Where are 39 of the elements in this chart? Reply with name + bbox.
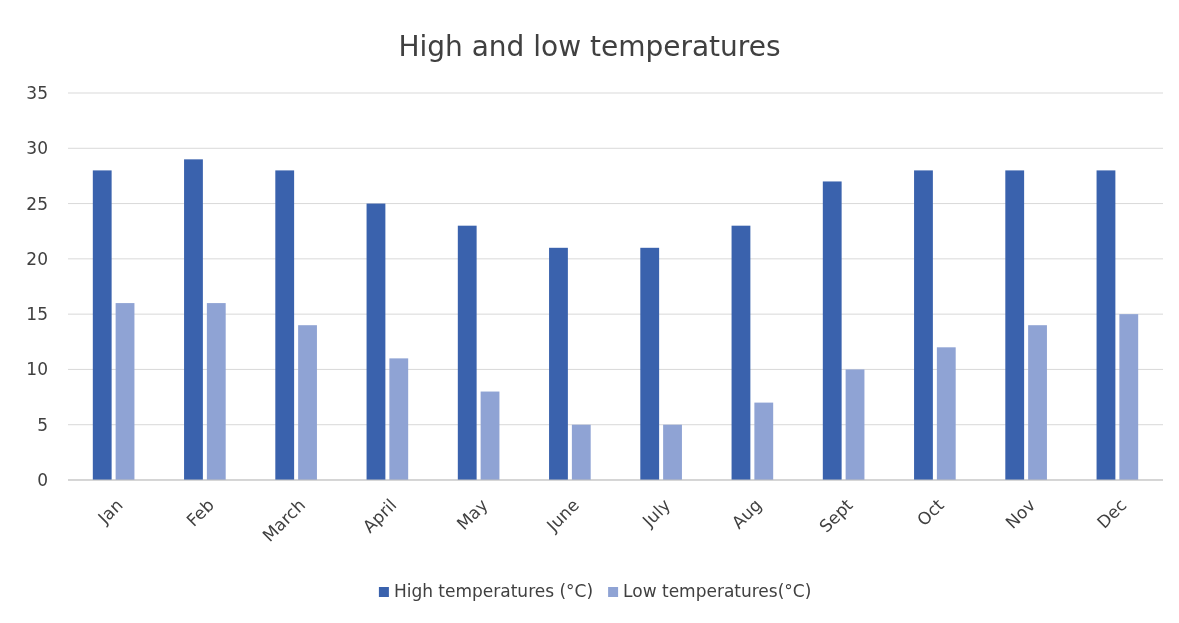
y-tick-label: 35: [26, 82, 48, 103]
bar: [754, 402, 774, 480]
x-tick-label: Jan: [93, 494, 127, 529]
legend-label: High temperatures (°C): [393, 581, 594, 601]
bar: [549, 247, 568, 480]
bar: [480, 391, 500, 480]
bar: [663, 424, 682, 480]
x-tick-label: Dec: [1093, 494, 1131, 533]
bar: [366, 203, 386, 480]
x-tick-label: Feb: [182, 494, 218, 531]
bar: [936, 347, 956, 480]
bar: [640, 247, 660, 480]
bar: [845, 369, 865, 480]
bar: [298, 325, 317, 480]
y-tick-label: 5: [37, 414, 48, 435]
bar: [914, 170, 933, 480]
y-tick-label: 15: [26, 304, 48, 325]
bar: [1119, 314, 1139, 480]
bar: [822, 181, 842, 480]
bar: [1028, 325, 1047, 480]
bar: [457, 225, 477, 480]
chart-title: High and low temperatures: [398, 30, 781, 63]
bar: [1096, 170, 1116, 480]
bar: [389, 358, 409, 480]
bar: [1005, 170, 1025, 480]
bar: [571, 424, 591, 480]
x-tick-label: Oct: [912, 494, 949, 530]
y-tick-label: 30: [26, 138, 48, 159]
bar: [731, 225, 751, 480]
bar: [92, 170, 112, 480]
y-tick-label: 0: [37, 469, 48, 490]
legend-label: Low temperatures(°C): [623, 581, 812, 601]
bar: [275, 170, 295, 480]
y-tick-label: 10: [26, 359, 48, 380]
y-tick-label: 25: [26, 193, 48, 214]
bar: [184, 159, 203, 480]
bar: [206, 303, 226, 480]
y-tick-label: 20: [26, 248, 48, 269]
bar: [115, 303, 135, 480]
